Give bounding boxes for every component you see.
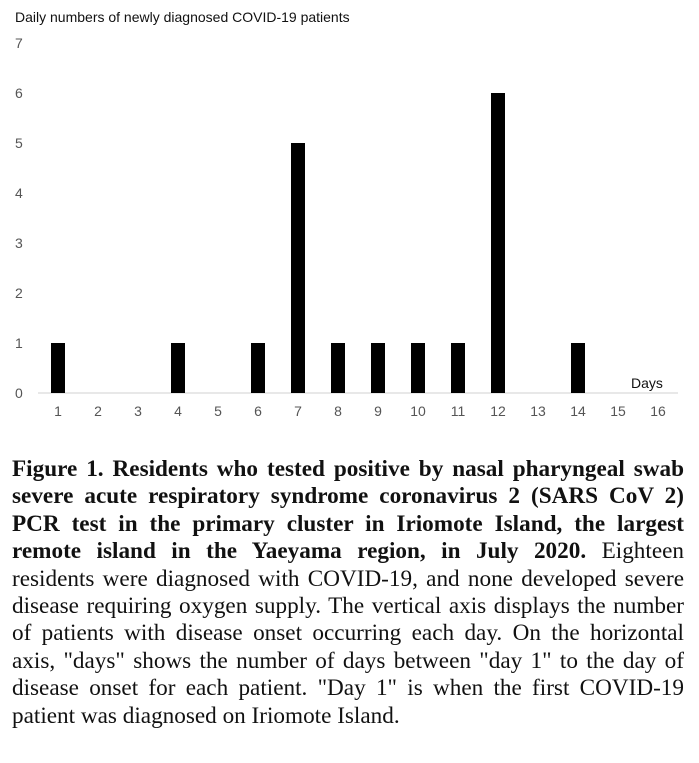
y-tick-label: 4	[15, 185, 23, 201]
x-tick-label: 7	[294, 403, 302, 419]
x-tick-label: 11	[451, 403, 466, 419]
x-axis-label: Days	[631, 375, 663, 391]
x-axis-ticks: 1 2 3 4 5 6 7 8 9 10 11 12 13 14 15 16	[54, 403, 666, 419]
bars	[51, 93, 585, 393]
x-tick-label: 5	[214, 403, 222, 419]
y-axis-ticks: 0 1 2 3 4 5 6 7	[15, 35, 23, 401]
y-tick-label: 1	[15, 335, 23, 351]
bar	[571, 343, 585, 393]
y-tick-label: 2	[15, 285, 23, 301]
x-tick-label: 12	[490, 403, 506, 419]
chart-canvas: Daily numbers of newly diagnosed COVID-1…	[15, 9, 678, 419]
bar	[371, 343, 385, 393]
x-tick-label: 15	[610, 403, 626, 419]
figure-caption: Figure 1. Residents who tested positive …	[12, 456, 684, 730]
x-tick-label: 14	[570, 403, 586, 419]
y-tick-label: 7	[15, 35, 23, 51]
x-tick-label: 3	[134, 403, 142, 419]
x-tick-label: 6	[254, 403, 262, 419]
bar	[171, 343, 185, 393]
x-tick-label: 13	[530, 403, 546, 419]
x-tick-label: 16	[650, 403, 666, 419]
bar	[451, 343, 465, 393]
bar	[291, 143, 305, 393]
y-tick-label: 5	[15, 135, 23, 151]
bar	[331, 343, 345, 393]
x-tick-label: 4	[174, 403, 182, 419]
x-tick-label: 1	[54, 403, 62, 419]
bar	[411, 343, 425, 393]
bar	[51, 343, 65, 393]
bar-chart: Daily numbers of newly diagnosed COVID-1…	[15, 9, 678, 419]
bar	[251, 343, 265, 393]
y-tick-label: 0	[15, 385, 23, 401]
chart-title: Daily numbers of newly diagnosed COVID-1…	[15, 9, 350, 25]
bar	[491, 93, 505, 393]
y-tick-label: 3	[15, 235, 23, 251]
x-tick-label: 2	[94, 403, 102, 419]
y-tick-label: 6	[15, 85, 23, 101]
caption-body: Eighteen residents were diagnosed with C…	[12, 538, 684, 729]
x-tick-label: 10	[410, 403, 426, 419]
x-tick-label: 9	[374, 403, 382, 419]
x-tick-label: 8	[334, 403, 342, 419]
caption-title: Figure 1. Residents who tested positive …	[12, 456, 684, 565]
